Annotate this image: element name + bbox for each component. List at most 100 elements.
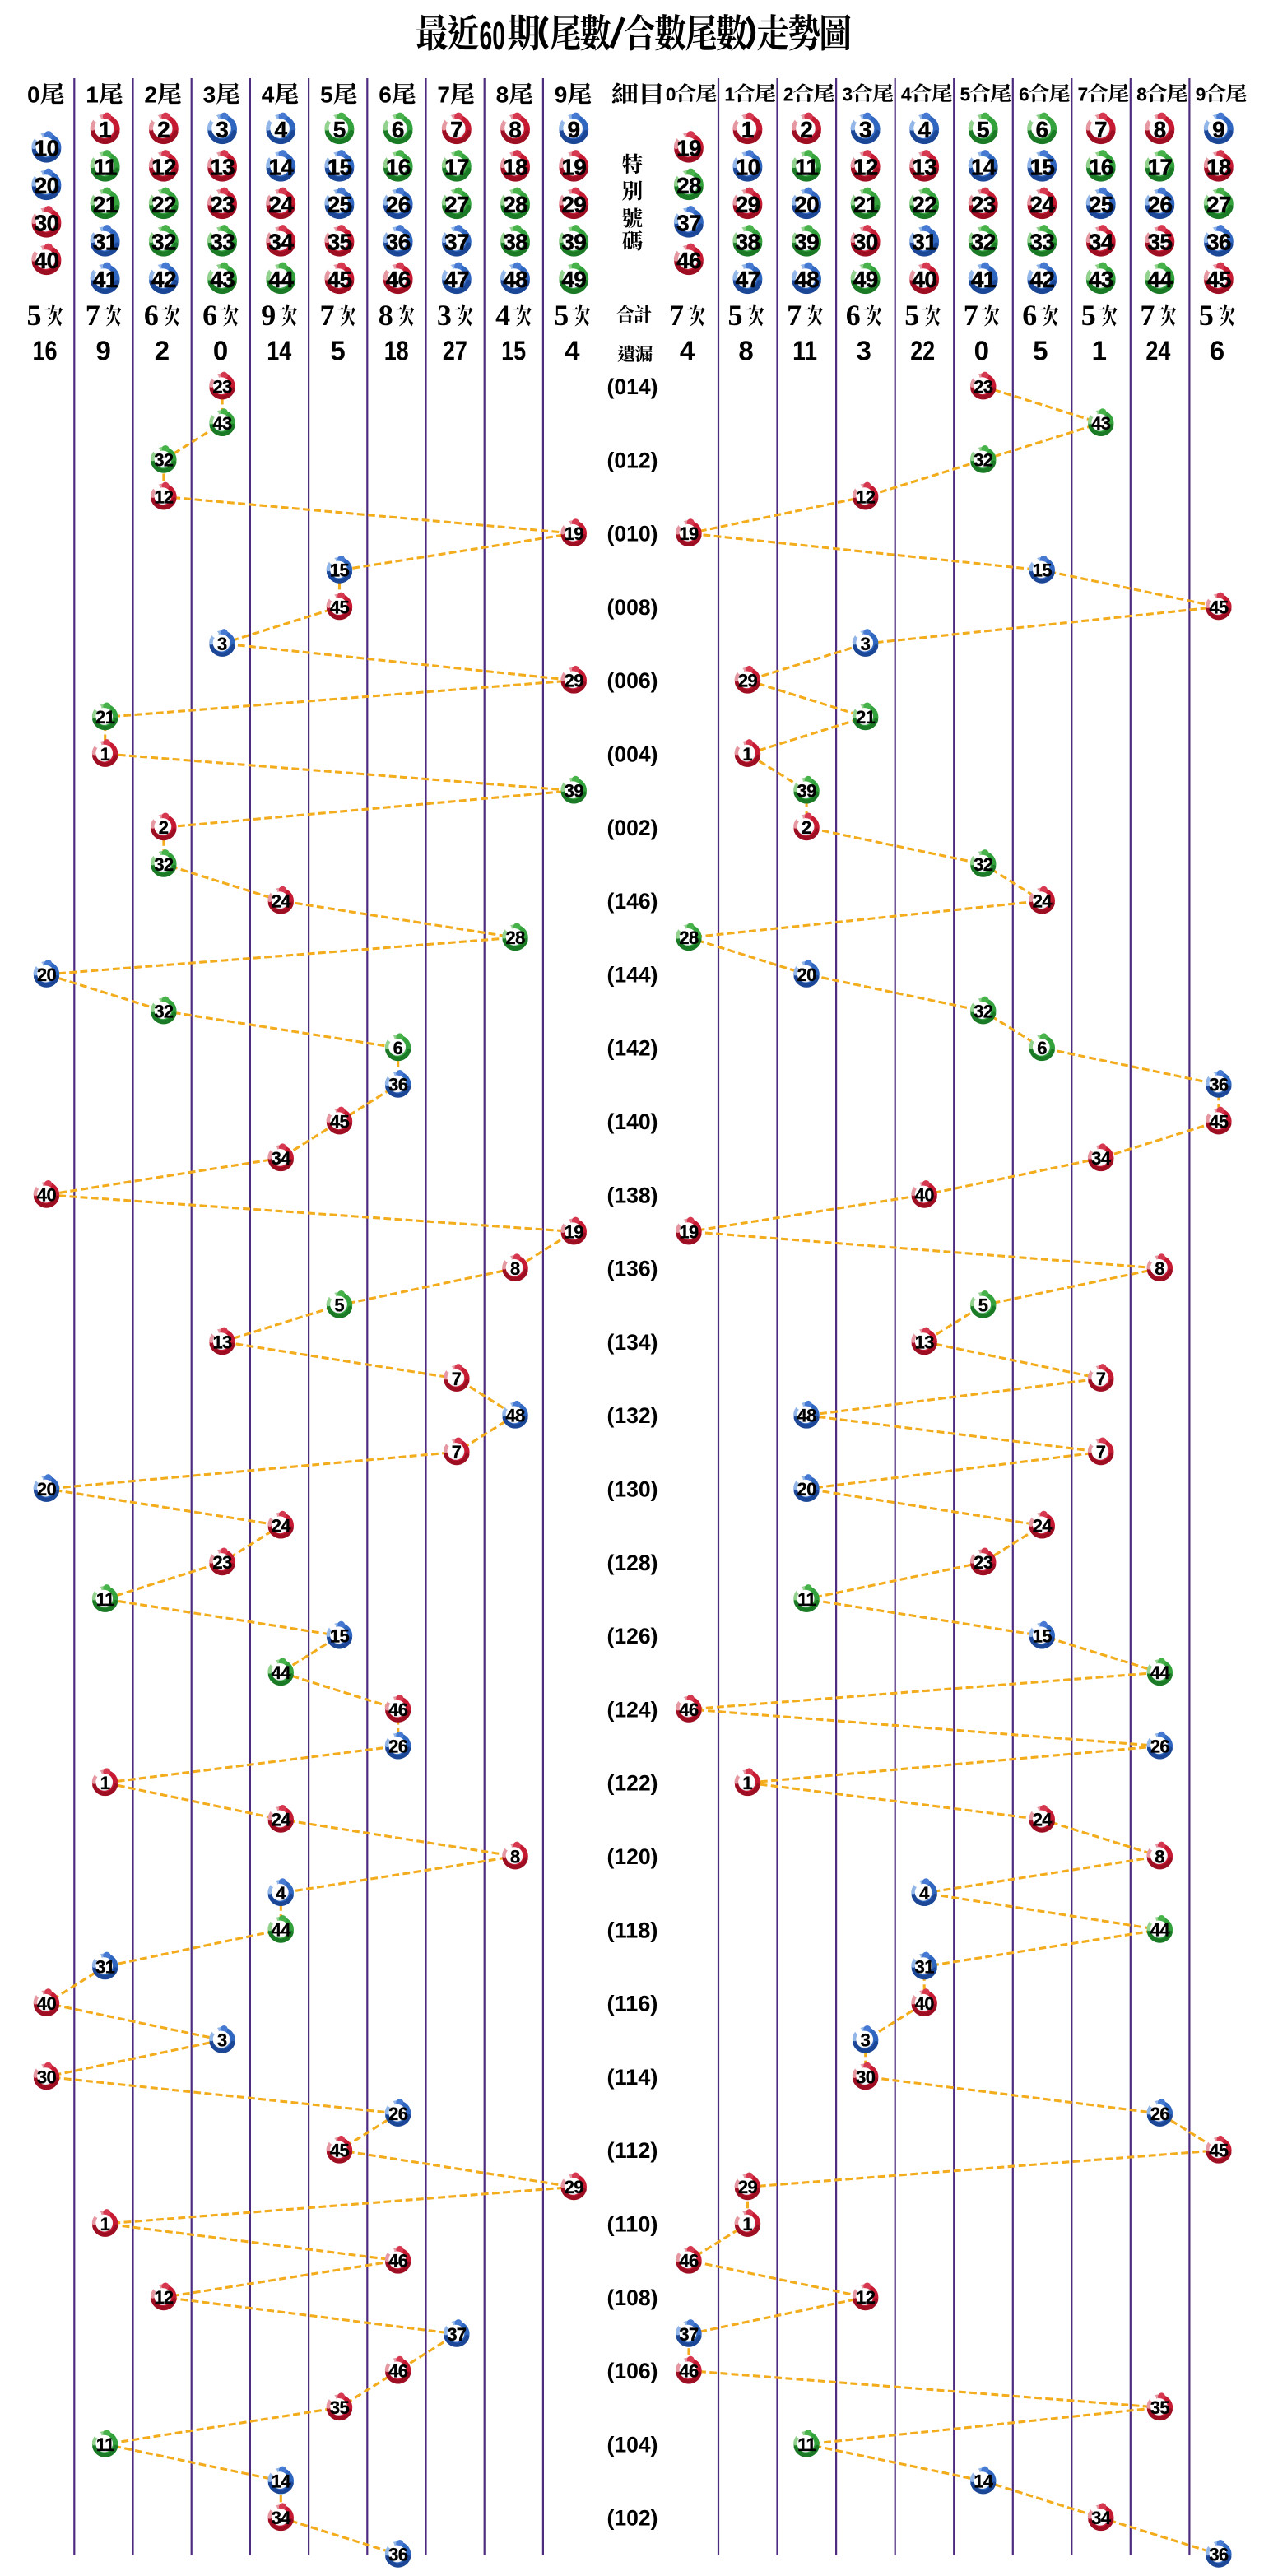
svg-text:23: 23 <box>213 376 233 397</box>
svg-text:46: 46 <box>679 1700 699 1720</box>
svg-text:5: 5 <box>334 1295 344 1316</box>
svg-text:(124): (124) <box>607 1697 658 1722</box>
svg-text:5: 5 <box>904 299 919 332</box>
svg-text:45: 45 <box>1209 597 1229 617</box>
svg-text:35: 35 <box>1150 2397 1170 2418</box>
svg-text:24: 24 <box>1033 1516 1053 1537</box>
svg-text:18: 18 <box>384 336 409 366</box>
svg-text:32: 32 <box>974 450 993 471</box>
svg-text:34: 34 <box>272 2508 292 2528</box>
svg-text:(008): (008) <box>607 595 658 620</box>
svg-text:(146): (146) <box>607 889 658 914</box>
svg-text:31: 31 <box>912 230 936 255</box>
svg-text:36: 36 <box>388 2545 408 2565</box>
svg-text:15: 15 <box>330 1626 350 1647</box>
svg-text:32: 32 <box>151 230 176 255</box>
svg-text:1: 1 <box>742 2214 752 2234</box>
svg-text:3: 3 <box>861 634 871 654</box>
svg-text:45: 45 <box>330 1111 350 1132</box>
svg-text:5: 5 <box>333 117 346 142</box>
svg-text:31: 31 <box>915 1956 935 1977</box>
svg-text:49: 49 <box>561 267 586 292</box>
svg-text:30: 30 <box>856 2067 876 2087</box>
svg-text:22: 22 <box>151 192 176 217</box>
svg-text:7: 7 <box>787 299 802 332</box>
svg-text:5: 5 <box>27 299 42 332</box>
svg-text:0: 0 <box>666 83 676 105</box>
svg-text:44: 44 <box>1147 267 1173 292</box>
svg-text:9: 9 <box>568 117 581 142</box>
svg-text:45: 45 <box>1209 2141 1229 2161</box>
svg-text:37: 37 <box>676 211 701 236</box>
svg-text:28: 28 <box>506 928 526 948</box>
svg-text:8: 8 <box>496 82 509 108</box>
svg-text:29: 29 <box>561 192 586 217</box>
svg-text:5: 5 <box>1033 336 1048 366</box>
svg-text:11: 11 <box>792 336 817 366</box>
svg-text:28: 28 <box>679 928 699 948</box>
svg-text:14: 14 <box>268 155 294 180</box>
svg-text:6: 6 <box>1036 117 1049 142</box>
svg-text:10: 10 <box>35 136 59 161</box>
svg-text:31: 31 <box>93 230 118 255</box>
svg-text:44: 44 <box>272 1920 292 1941</box>
svg-text:36: 36 <box>388 1075 408 1095</box>
svg-text:8: 8 <box>1154 117 1167 142</box>
svg-text:(120): (120) <box>607 1844 658 1869</box>
svg-text:5: 5 <box>978 1295 988 1316</box>
svg-text:7: 7 <box>964 299 978 332</box>
svg-text:26: 26 <box>388 1737 408 1757</box>
svg-text:32: 32 <box>971 230 996 255</box>
svg-text:26: 26 <box>386 192 411 217</box>
svg-text:2: 2 <box>802 817 811 838</box>
svg-text:30: 30 <box>853 230 878 255</box>
svg-text:32: 32 <box>974 854 993 875</box>
svg-text:48: 48 <box>797 1406 817 1426</box>
svg-text:16: 16 <box>33 336 58 366</box>
svg-text:8: 8 <box>510 1258 520 1279</box>
svg-text:15: 15 <box>1029 155 1054 180</box>
svg-text:6: 6 <box>393 1038 403 1058</box>
svg-text:34: 34 <box>272 1148 292 1169</box>
svg-text:36: 36 <box>1209 2545 1229 2565</box>
svg-text:46: 46 <box>388 2251 408 2271</box>
svg-text:7: 7 <box>1078 83 1089 105</box>
svg-text:42: 42 <box>1029 267 1054 292</box>
svg-text:7: 7 <box>669 299 684 332</box>
svg-text:32: 32 <box>154 1001 174 1021</box>
svg-text:11: 11 <box>795 155 818 180</box>
svg-text:3: 3 <box>216 117 229 142</box>
svg-text:23: 23 <box>971 192 996 217</box>
svg-text:37: 37 <box>444 230 469 255</box>
svg-text:29: 29 <box>738 671 758 691</box>
svg-text:26: 26 <box>1147 192 1172 217</box>
svg-text:(142): (142) <box>607 1036 658 1061</box>
svg-text:(136): (136) <box>607 1257 658 1281</box>
svg-text:(126): (126) <box>607 1624 658 1648</box>
svg-text:12: 12 <box>151 155 176 180</box>
svg-text:4: 4 <box>262 82 275 108</box>
svg-text:3: 3 <box>203 82 216 108</box>
svg-text:45: 45 <box>1209 1111 1229 1132</box>
svg-text:7: 7 <box>1094 117 1108 142</box>
svg-text:27: 27 <box>443 336 467 366</box>
svg-text:24: 24 <box>272 1810 292 1830</box>
svg-text:20: 20 <box>794 192 819 217</box>
svg-text:46: 46 <box>388 2361 408 2382</box>
svg-text:45: 45 <box>330 597 350 617</box>
svg-text:6: 6 <box>1210 336 1224 366</box>
svg-text:1: 1 <box>100 744 110 765</box>
svg-text:19: 19 <box>676 136 701 161</box>
svg-text:32: 32 <box>154 450 174 471</box>
svg-text:7: 7 <box>1096 1369 1106 1389</box>
svg-text:2: 2 <box>800 117 813 142</box>
svg-text:4: 4 <box>901 83 912 105</box>
svg-text:23: 23 <box>210 192 235 217</box>
svg-text:6: 6 <box>1022 299 1037 332</box>
svg-text:8: 8 <box>738 336 753 366</box>
svg-text:2: 2 <box>144 82 157 108</box>
svg-text:47: 47 <box>736 267 760 292</box>
svg-text:40: 40 <box>915 1993 935 2014</box>
svg-text:7: 7 <box>320 299 335 332</box>
svg-text:0: 0 <box>974 336 989 366</box>
